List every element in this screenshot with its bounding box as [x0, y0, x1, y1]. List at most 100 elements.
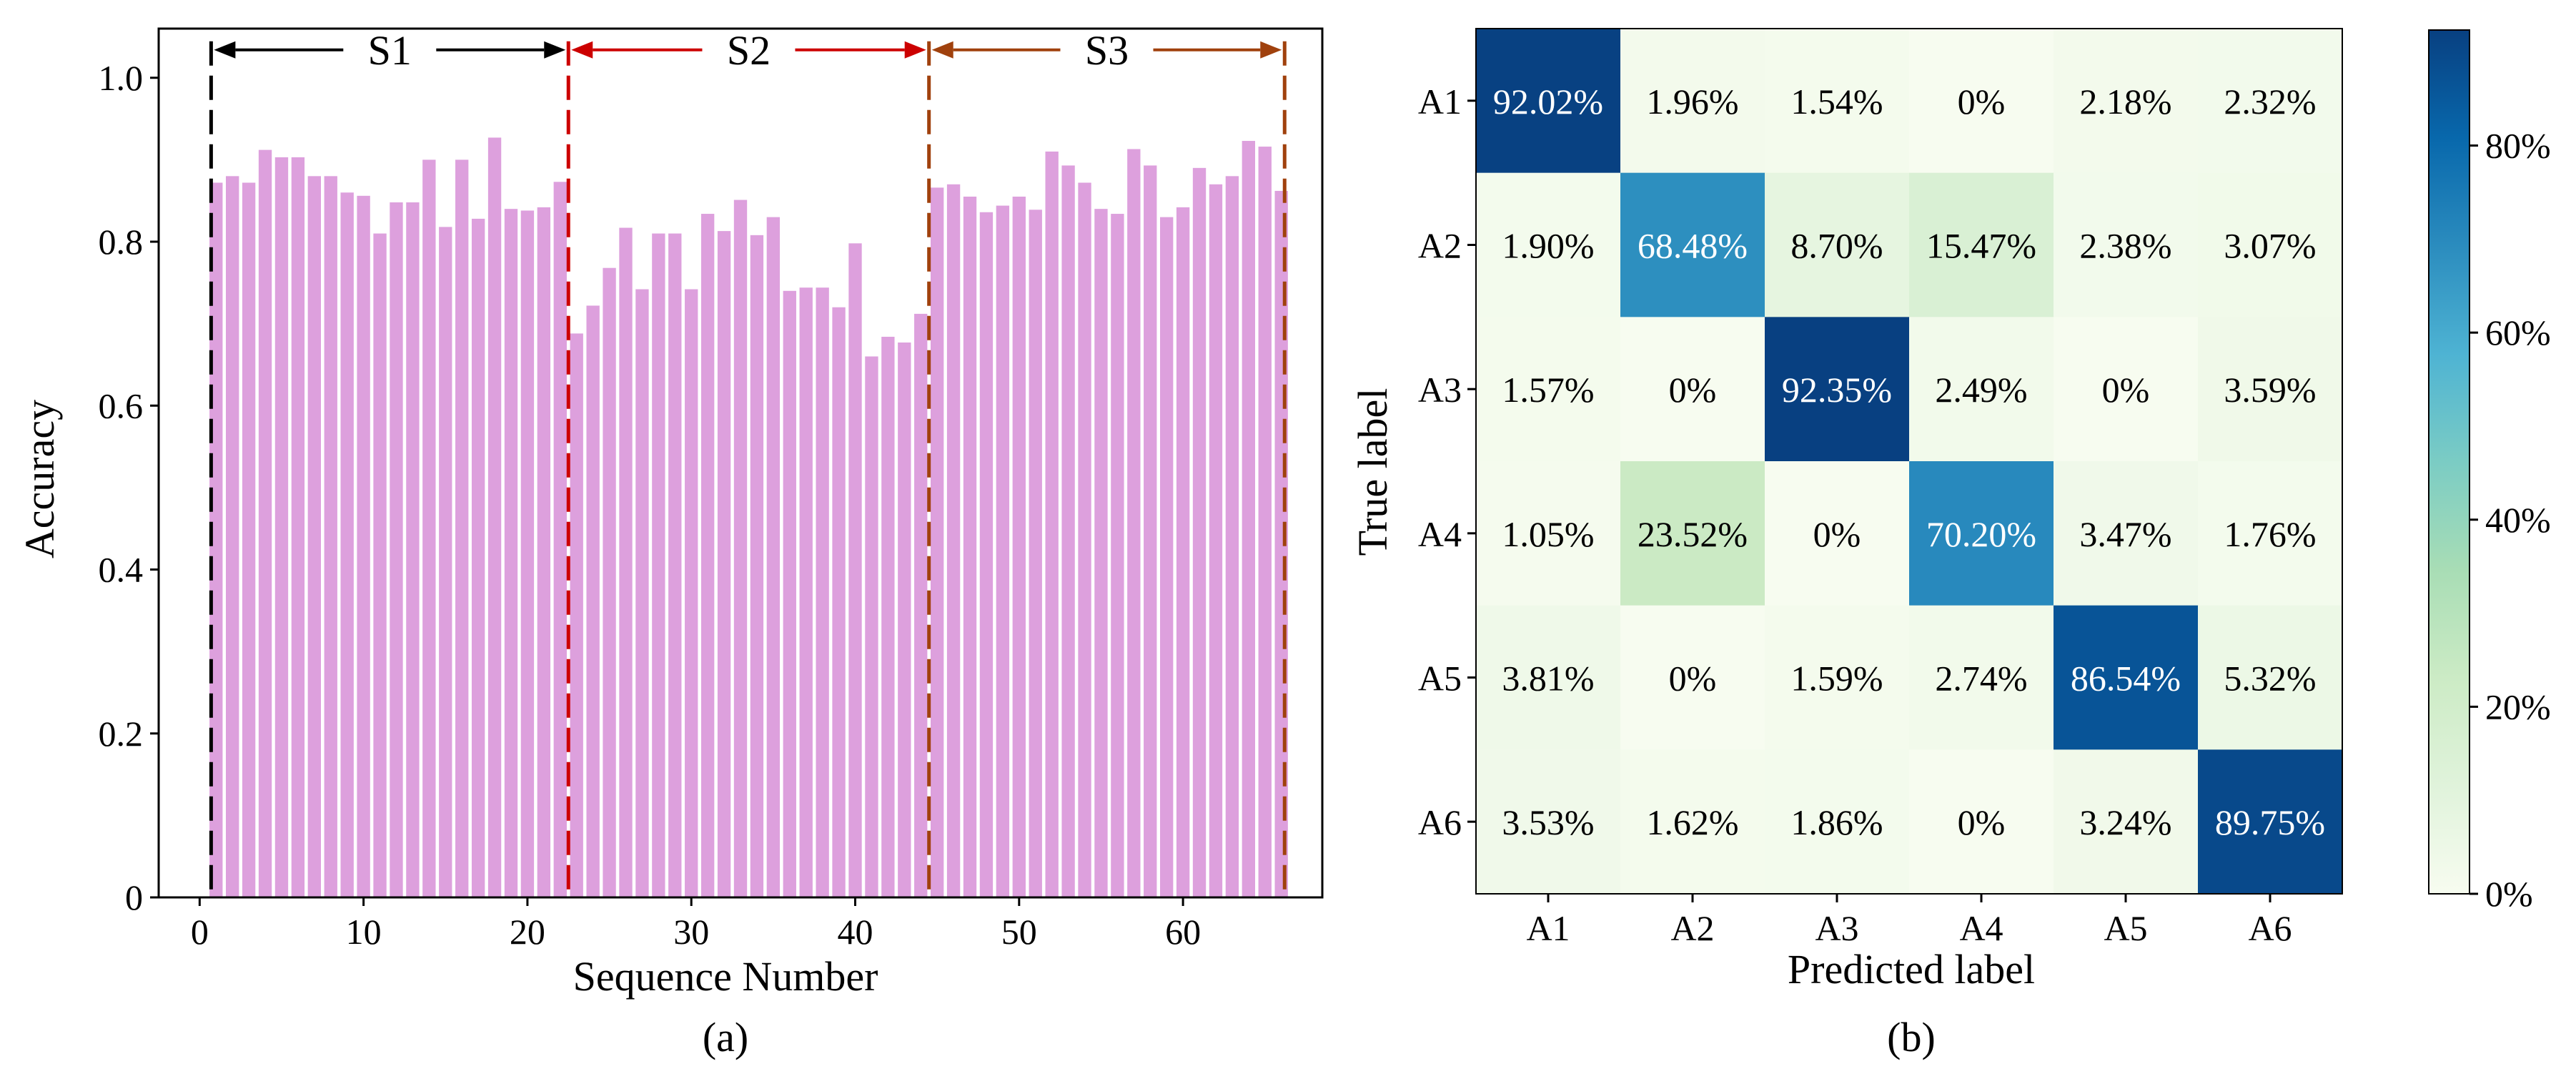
bar [750, 235, 764, 897]
cell-value-label: 23.52% [1638, 514, 1748, 554]
bar [898, 343, 911, 897]
heatmap-cell [2054, 29, 2199, 174]
bar [766, 217, 781, 897]
bar [946, 184, 961, 897]
bar [258, 149, 272, 898]
row-label: A2 [1418, 226, 1462, 266]
bar [373, 233, 387, 897]
row-label: A3 [1418, 370, 1462, 410]
heatmap-cells: 92.02% 1.96% 1.54% 0% 2.18% 2.32% 1.90% 68.48% 8… [1476, 29, 2343, 895]
cell-value-label: 3.59% [2224, 370, 2316, 410]
heatmap-cell [1476, 461, 1621, 606]
y-tick-label: 0.8 [99, 222, 144, 262]
column-label: A3 [1815, 908, 1858, 948]
bar [390, 202, 403, 897]
heatmap-cell [1620, 749, 1765, 895]
bar [799, 287, 813, 898]
cell-value-label: 68.48% [1638, 226, 1748, 266]
colorbar-gradient [2428, 29, 2470, 895]
heatmap-cell [2198, 172, 2343, 317]
bar [324, 176, 337, 898]
bar [1192, 167, 1207, 897]
column-tick-labels: A1 A2 A3 A4 A5 A6 [1526, 894, 2292, 948]
accuracy-bar-chart: S1 S2 S3 0 10 20 30 40 50 60 0 0.2 0.4 0.6 0.8 1.0 Se… [16, 27, 1324, 1060]
cell-value-label: 3.24% [2079, 802, 2171, 842]
cell-value-label: 0% [2102, 370, 2150, 410]
bar [1061, 165, 1075, 898]
bar [1012, 196, 1026, 897]
bar [619, 227, 633, 897]
bar [340, 192, 354, 898]
column-label: A2 [1670, 908, 1714, 948]
bar [274, 157, 289, 898]
bar [685, 289, 698, 897]
cell-value-label: 1.57% [1502, 370, 1594, 410]
heatmap-cell [1909, 317, 2054, 462]
bar [1176, 207, 1190, 898]
cell-value-label: 92.35% [1782, 370, 1892, 410]
x-tick-label: 40 [838, 912, 873, 952]
heatmap-cell [1909, 605, 2054, 750]
cell-value-label: 1.54% [1790, 82, 1883, 122]
y-tick-label: 0.4 [99, 550, 144, 590]
cell-value-label: 0% [1669, 370, 1717, 410]
cell-value-label: 0% [1958, 802, 2006, 842]
heatmap-cell [2054, 317, 2199, 462]
y-tick-label: 0.6 [99, 385, 144, 425]
bar [979, 212, 994, 897]
segment-label: S1 [368, 27, 412, 74]
true-label-axis-title: True label [1349, 388, 1396, 556]
bar [1127, 149, 1141, 898]
cell-value-label: 1.86% [1790, 802, 1883, 842]
row-tick-labels: A1 A2 A3 A4 A5 A6 [1418, 82, 1476, 842]
cell-value-label: 1.76% [2224, 514, 2316, 554]
bar [291, 157, 305, 898]
bar [1159, 217, 1174, 897]
bar [487, 137, 502, 897]
heatmap-cell [1620, 29, 1765, 174]
bar [520, 210, 535, 897]
cell-value-label: 3.81% [1502, 659, 1594, 699]
arrowhead [1260, 41, 1282, 59]
arrowhead [214, 41, 236, 59]
bar [848, 243, 862, 898]
bar [357, 195, 370, 897]
heatmap-frame [1475, 28, 2343, 895]
cell-value-label: 86.54% [2071, 659, 2181, 699]
arrowhead [571, 41, 593, 59]
colorbar-tick-label: 0% [2485, 874, 2533, 914]
bar [226, 176, 239, 898]
bar [439, 227, 452, 897]
x-axis-label: Sequence Number [573, 953, 878, 1000]
heatmap-cell [2198, 749, 2343, 895]
cell-value-label: 1.62% [1646, 802, 1738, 842]
bar [1045, 151, 1059, 897]
x-tick-label: 30 [673, 912, 709, 952]
cell-value-label: 8.70% [1790, 226, 1883, 266]
heatmap-cell [1620, 172, 1765, 317]
row-label: A6 [1418, 802, 1462, 842]
colorbar-tick-label: 80% [2485, 126, 2551, 166]
bar [914, 313, 928, 897]
cell-value-label: 2.49% [1935, 370, 2027, 410]
heatmap-cell [2054, 461, 2199, 606]
heatmap-cell [1476, 605, 1621, 750]
bar [635, 289, 649, 897]
heatmap-cell [1765, 749, 1910, 895]
bar [700, 214, 715, 897]
arrowhead [931, 41, 953, 59]
segment-label: S2 [727, 27, 771, 74]
cell-value-label: 92.02% [1493, 82, 1603, 122]
bar [816, 287, 829, 898]
cell-value-label: 2.74% [1935, 659, 2027, 699]
heatmap-cell [1476, 749, 1621, 895]
heatmap-cell [1909, 29, 2054, 174]
bar [553, 182, 567, 897]
heatmap-cell [1909, 172, 2054, 317]
bar [930, 187, 944, 897]
bar [406, 202, 420, 897]
heatmap-cell [2054, 605, 2199, 750]
segment-markers: S1 S2 S3 [209, 27, 1287, 897]
x-axis-ticks: 0 10 20 30 40 50 60 [191, 897, 1201, 952]
bar [422, 159, 436, 897]
